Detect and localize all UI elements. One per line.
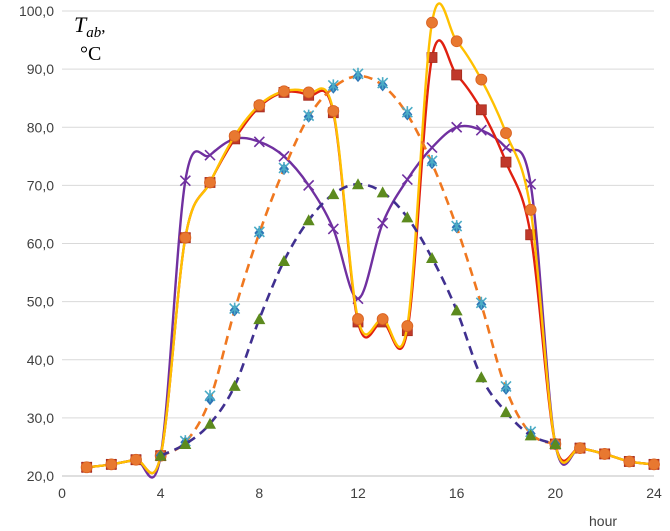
data-point-circle bbox=[204, 176, 216, 189]
series-line bbox=[86, 2, 655, 475]
data-point-asterisk bbox=[475, 296, 487, 309]
data-point-triangle bbox=[204, 417, 216, 429]
data-point-triangle bbox=[179, 438, 192, 450]
series-layer bbox=[80, 2, 660, 479]
data-point-circle bbox=[450, 35, 463, 48]
y-tick-label: 30,0 bbox=[27, 410, 54, 426]
y-tick-label: 70,0 bbox=[27, 177, 54, 193]
data-point-x bbox=[426, 142, 438, 154]
y-tick-label: 40,0 bbox=[27, 352, 54, 368]
data-point-triangle bbox=[228, 379, 241, 391]
data-point-x bbox=[179, 175, 191, 187]
data-point-circle bbox=[500, 127, 512, 139]
data-point-asterisk bbox=[401, 106, 413, 119]
data-point-asterisk bbox=[327, 79, 339, 92]
data-point-x bbox=[303, 179, 315, 191]
data-point-circle bbox=[524, 203, 537, 216]
y-tick-label: 80,0 bbox=[27, 119, 54, 135]
data-point-x bbox=[377, 217, 389, 229]
data-point-circle bbox=[130, 453, 142, 466]
data-point-circle bbox=[228, 130, 241, 142]
y-tick-label: 60,0 bbox=[27, 236, 54, 252]
data-point-x bbox=[451, 121, 463, 133]
data-point-asterisk bbox=[229, 302, 241, 315]
data-point-x bbox=[475, 124, 487, 136]
data-point-circle bbox=[327, 105, 340, 117]
data-point-circle bbox=[253, 99, 266, 112]
data-point-circle bbox=[278, 85, 290, 98]
y-axis-unit: °C bbox=[80, 43, 101, 65]
x-tick-label: 20 bbox=[548, 485, 564, 501]
data-point-triangle bbox=[475, 371, 488, 383]
data-point-circle bbox=[105, 458, 118, 471]
series-1 bbox=[81, 121, 660, 479]
data-point-circle bbox=[376, 313, 389, 325]
data-point-square bbox=[500, 156, 512, 168]
data-point-triangle bbox=[327, 188, 340, 200]
y-tick-label: 50,0 bbox=[27, 294, 54, 310]
y-tick-label: 100,0 bbox=[19, 3, 54, 19]
data-point-circle bbox=[475, 73, 488, 86]
series-5 bbox=[179, 67, 537, 448]
data-point-triangle bbox=[154, 449, 167, 461]
data-point-asterisk bbox=[352, 67, 364, 80]
data-point-circle bbox=[623, 455, 636, 468]
series-6 bbox=[154, 178, 562, 461]
data-point-triangle bbox=[450, 304, 463, 316]
data-point-asterisk bbox=[278, 161, 290, 174]
data-point-triangle bbox=[302, 214, 315, 226]
data-point-circle bbox=[648, 458, 660, 471]
data-point-triangle bbox=[278, 254, 290, 266]
data-point-asterisk bbox=[451, 220, 463, 233]
data-point-x bbox=[253, 136, 265, 148]
data-point-circle bbox=[574, 442, 586, 455]
data-point-circle bbox=[179, 231, 192, 244]
x-tick-label: 8 bbox=[255, 485, 263, 501]
data-point-asterisk bbox=[426, 154, 438, 167]
data-point-triangle bbox=[524, 429, 537, 441]
data-point-triangle bbox=[549, 438, 562, 450]
y-axis-label-subscript: ab bbox=[86, 25, 102, 41]
x-tick-label: 12 bbox=[350, 485, 366, 501]
data-point-triangle bbox=[376, 186, 389, 198]
data-point-square bbox=[475, 104, 487, 116]
data-point-square bbox=[525, 229, 537, 241]
data-point-triangle bbox=[253, 313, 266, 325]
x-tick-label: 0 bbox=[58, 485, 66, 501]
data-point-asterisk bbox=[204, 389, 216, 402]
data-point-circle bbox=[80, 461, 93, 474]
x-tick-label: 16 bbox=[449, 485, 465, 501]
data-point-x bbox=[401, 173, 413, 186]
data-point-circle bbox=[401, 320, 414, 332]
data-point-x bbox=[327, 223, 339, 235]
x-tick-label: 24 bbox=[646, 485, 662, 501]
data-point-asterisk bbox=[500, 380, 512, 393]
series-3 bbox=[80, 2, 660, 475]
y-tick-label: 20,0 bbox=[27, 468, 54, 484]
data-point-square bbox=[451, 69, 463, 81]
data-point-triangle bbox=[426, 252, 438, 264]
y-axis-label-symbol: T bbox=[74, 12, 88, 37]
y-tick-label: 90,0 bbox=[27, 61, 54, 77]
data-point-triangle bbox=[500, 406, 512, 418]
series-line bbox=[160, 74, 556, 457]
y-tick-labels: 20,0 30,0 40,0 50,0 60,0 70,0 80,0 90,0 100,0 bbox=[19, 3, 54, 484]
series-line bbox=[86, 39, 655, 475]
data-point-circle bbox=[302, 86, 315, 99]
data-point-circle bbox=[426, 16, 438, 29]
data-point-circle bbox=[352, 313, 364, 325]
y-axis-label: Tab, bbox=[74, 12, 106, 41]
x-axis-label: hour bbox=[589, 513, 617, 529]
x-tick-label: 4 bbox=[157, 485, 165, 501]
data-point-x bbox=[204, 149, 216, 161]
data-point-triangle bbox=[401, 211, 414, 223]
data-point-asterisk bbox=[303, 109, 315, 122]
data-point-asterisk bbox=[253, 225, 265, 238]
data-point-circle bbox=[598, 448, 611, 460]
data-point-triangle bbox=[352, 178, 364, 190]
data-point-asterisk bbox=[377, 77, 389, 90]
y-axis-label-separator: , bbox=[101, 17, 105, 36]
x-tick-labels: 0 4 8 12 16 20 24 bbox=[58, 485, 662, 501]
